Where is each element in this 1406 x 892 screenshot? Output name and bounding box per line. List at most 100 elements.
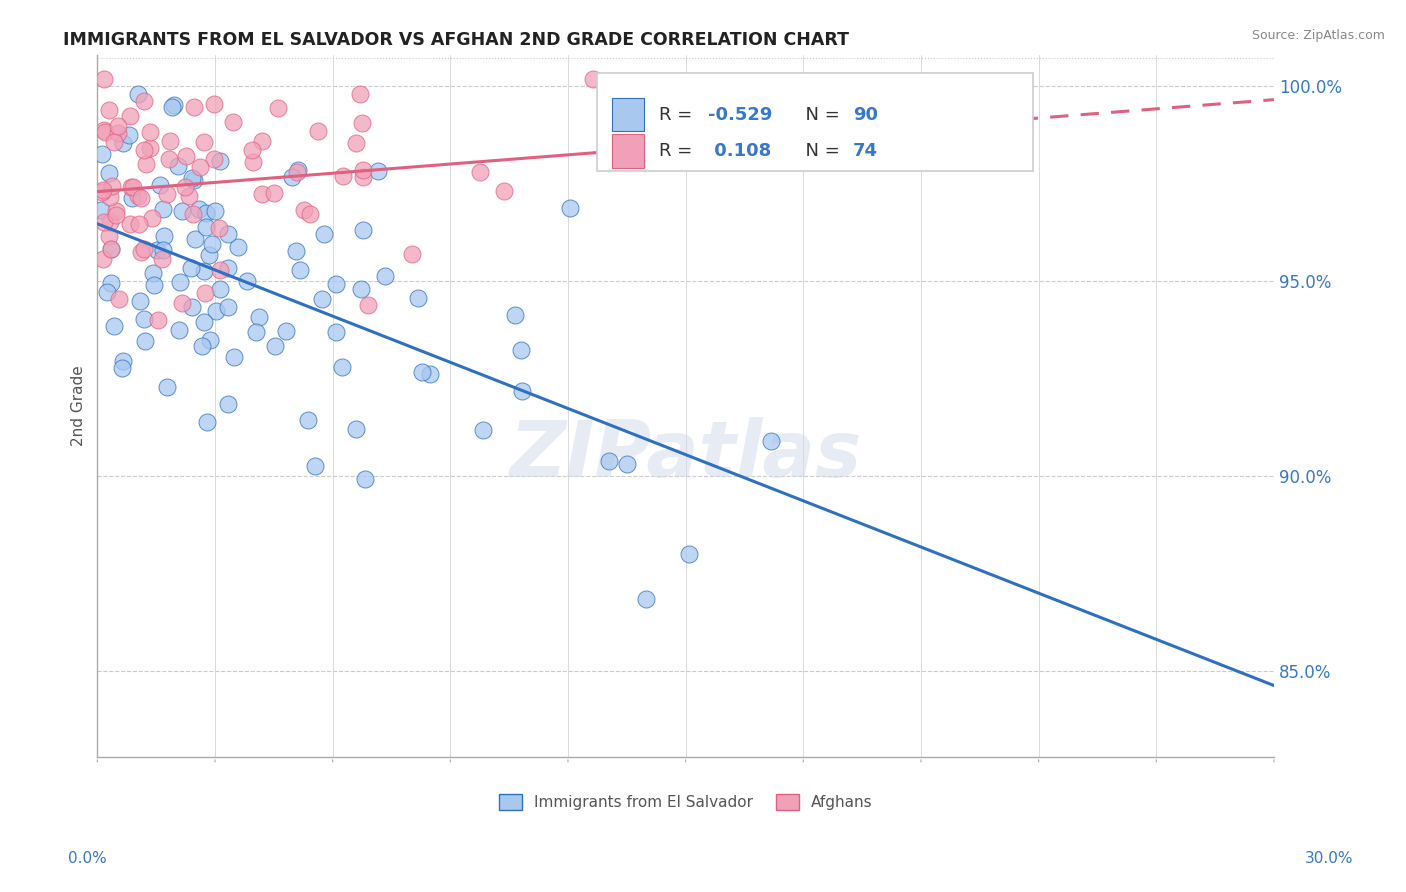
Y-axis label: 2nd Grade: 2nd Grade [72,366,86,446]
Point [236,274,259,288]
Text: IMMIGRANTS FROM EL SALVADOR VS AFGHAN 2ND GRADE CORRELATION CHART: IMMIGRANTS FROM EL SALVADOR VS AFGHAN 2N… [63,31,849,49]
Point [93,215,115,229]
Text: 30.0%: 30.0% [1305,851,1353,865]
Point [217,397,239,411]
Point [163,98,186,112]
Point [103,136,125,150]
Point [242,154,264,169]
Text: 90: 90 [852,105,877,123]
Point [128,218,150,232]
Point [505,308,527,322]
Point [159,135,181,149]
Point [408,291,430,305]
Point [419,367,441,381]
Point [492,184,515,198]
Point [285,165,308,179]
Point [217,300,239,314]
Point [127,87,149,102]
Point [307,124,329,138]
Point [107,292,129,306]
Point [245,325,267,339]
Point [153,229,176,244]
Point [344,136,367,151]
Point [103,319,125,334]
Point [129,191,152,205]
Point [181,300,204,314]
Point [226,240,249,254]
FancyBboxPatch shape [612,97,644,131]
Point [183,100,205,114]
Point [582,71,605,86]
Text: ZIPatlas: ZIPatlas [509,417,862,493]
Point [169,276,191,290]
Point [314,227,336,242]
Point [349,87,371,102]
Point [107,119,129,133]
Point [240,144,263,158]
Point [139,141,162,155]
Point [222,350,245,364]
Point [96,285,118,299]
Point [98,215,121,229]
Point [401,247,423,261]
Legend: Immigrants from El Salvador, Afghans: Immigrants from El Salvador, Afghans [492,788,879,816]
Point [132,311,155,326]
Point [247,310,270,324]
Point [111,353,134,368]
Point [276,324,298,338]
Text: Source: ZipAtlas.com: Source: ZipAtlas.com [1251,29,1385,42]
Point [217,227,239,241]
Point [160,100,183,114]
Point [152,202,174,216]
Point [90,185,112,199]
Point [183,173,205,187]
Point [297,413,319,427]
Point [112,136,135,150]
Point [93,71,115,86]
Point [411,365,433,379]
Point [193,135,215,149]
Point [330,359,353,374]
Point [374,269,396,284]
Text: R =: R = [658,105,697,123]
Point [281,169,304,184]
Point [311,292,333,306]
Point [170,204,193,219]
Point [287,163,309,178]
Text: -0.529: -0.529 [709,105,772,123]
Text: 0.108: 0.108 [709,142,772,160]
Point [558,201,581,215]
Point [759,434,782,449]
Point [111,361,134,376]
Point [149,178,172,193]
Point [105,209,128,223]
Point [471,423,494,437]
Point [263,186,285,201]
Point [209,283,232,297]
Point [146,244,169,258]
Point [188,160,211,174]
Text: N =: N = [794,142,845,160]
Point [678,547,700,561]
Point [155,187,177,202]
Point [284,244,307,258]
Point [107,126,129,140]
Point [150,252,173,267]
Point [208,220,231,235]
Point [352,163,374,178]
Point [180,261,202,276]
Point [188,202,211,216]
Point [292,203,315,218]
Point [97,103,120,118]
Text: N =: N = [794,105,845,123]
Point [193,264,215,278]
Point [135,157,157,171]
Point [97,228,120,243]
Point [344,422,367,436]
Point [138,125,160,139]
Point [128,293,150,308]
Point [129,245,152,260]
Text: 0.0%: 0.0% [67,851,107,865]
Point [222,114,245,128]
Point [353,472,375,486]
